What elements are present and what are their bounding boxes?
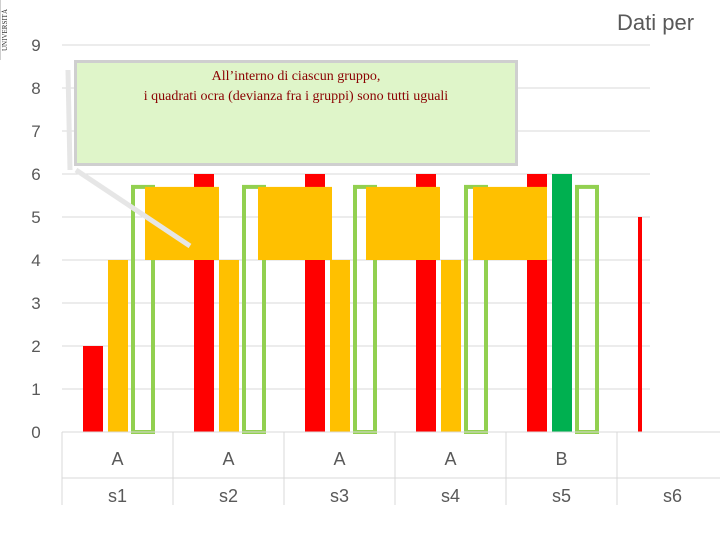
group-label-s2: A <box>222 449 234 469</box>
green-outline-bar-s5 <box>575 184 599 434</box>
y-tick-label-4: 4 <box>31 251 40 270</box>
second-bar-s3 <box>330 260 350 432</box>
second-bar-s5 <box>552 174 572 432</box>
category-label-s4: s4 <box>441 486 460 506</box>
callout-line-1: All’interno di ciascun gruppo, <box>211 69 381 84</box>
callout-pointer <box>74 167 192 249</box>
group-label-s1: A <box>111 449 123 469</box>
ocra-square-2 <box>258 186 332 260</box>
group-label-s3: A <box>333 449 345 469</box>
category-label-s6: s6 <box>663 486 682 506</box>
red-bar-s1 <box>83 346 103 432</box>
y-tick-label-9: 9 <box>31 36 40 55</box>
group-label-s5: B <box>555 449 567 469</box>
y-tick-label-8: 8 <box>31 79 40 98</box>
group-label-s4: A <box>444 449 456 469</box>
callout-line-2: i quadrati ocra (devianza fra i gruppi) … <box>143 89 449 104</box>
y-tick-label-1: 1 <box>31 380 40 399</box>
y-tick-label-2: 2 <box>31 337 40 356</box>
second-bar-s1 <box>108 260 128 432</box>
category-label-s3: s3 <box>330 486 349 506</box>
callout-box: All’interno di ciascun gruppo, i quadrat… <box>74 60 518 166</box>
second-bar-s2 <box>219 260 239 432</box>
ocra-square-3 <box>366 186 440 260</box>
callout-pointer-vertical <box>65 69 73 171</box>
red-bar-s6 <box>638 217 642 432</box>
second-bar-s4 <box>441 260 461 432</box>
y-tick-label-6: 6 <box>31 165 40 184</box>
y-tick-label-7: 7 <box>31 122 40 141</box>
ocra-square-4 <box>473 186 547 260</box>
y-tick-label-0: 0 <box>31 423 40 442</box>
category-label-s2: s2 <box>219 486 238 506</box>
category-label-s5: s5 <box>552 486 571 506</box>
y-tick-label-5: 5 <box>31 208 40 227</box>
y-tick-label-3: 3 <box>31 294 40 313</box>
chart-title: Dati per <box>617 10 695 35</box>
category-label-s1: s1 <box>108 486 127 506</box>
